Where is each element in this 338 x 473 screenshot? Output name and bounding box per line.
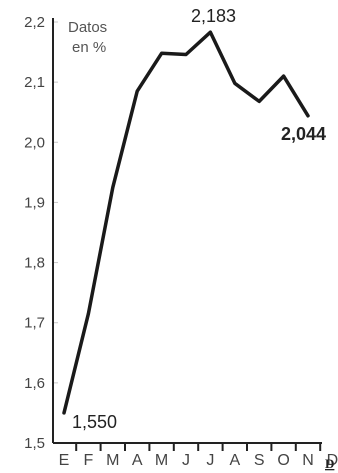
data-label-last: 2,044 — [281, 124, 326, 144]
y-tick-labels: 2,2 2,1 2,0 1,9 1,8 1,7 1,6 1,5 — [24, 14, 45, 452]
y-tick-label: 2,0 — [24, 134, 45, 151]
series-line — [62, 30, 310, 415]
x-tick-label: J — [182, 452, 190, 469]
y-tick-label: 1,7 — [24, 315, 45, 332]
y-tick-label: 1,8 — [24, 255, 45, 272]
y-tick-label: 2,1 — [24, 74, 45, 91]
x-tick-marks — [75, 443, 322, 451]
brand-mark: D — [325, 456, 334, 471]
y-tick-label: 2,2 — [24, 14, 45, 31]
x-tick-label: M — [155, 452, 168, 469]
x-tick-label: M — [106, 452, 119, 469]
x-tick-label: S — [254, 452, 265, 469]
data-label-first: 1,550 — [72, 412, 117, 432]
y-tick-label: 1,5 — [24, 435, 45, 452]
note-line-1: Datos — [68, 19, 107, 36]
x-tick-label: J — [206, 452, 214, 469]
x-tick-label: E — [59, 452, 70, 469]
y-tick-label: 1,9 — [24, 194, 45, 211]
x-tick-label: N — [302, 452, 314, 469]
x-tick-label: F — [84, 452, 94, 469]
x-tick-label: D — [327, 452, 338, 469]
x-tick-label: A — [229, 452, 240, 469]
x-tick-label: O — [277, 452, 289, 469]
note-line-2: en % — [72, 39, 106, 56]
x-tick-label: A — [132, 452, 143, 469]
data-label-max: 2,183 — [191, 6, 236, 26]
y-tick-label: 1,6 — [24, 375, 45, 392]
